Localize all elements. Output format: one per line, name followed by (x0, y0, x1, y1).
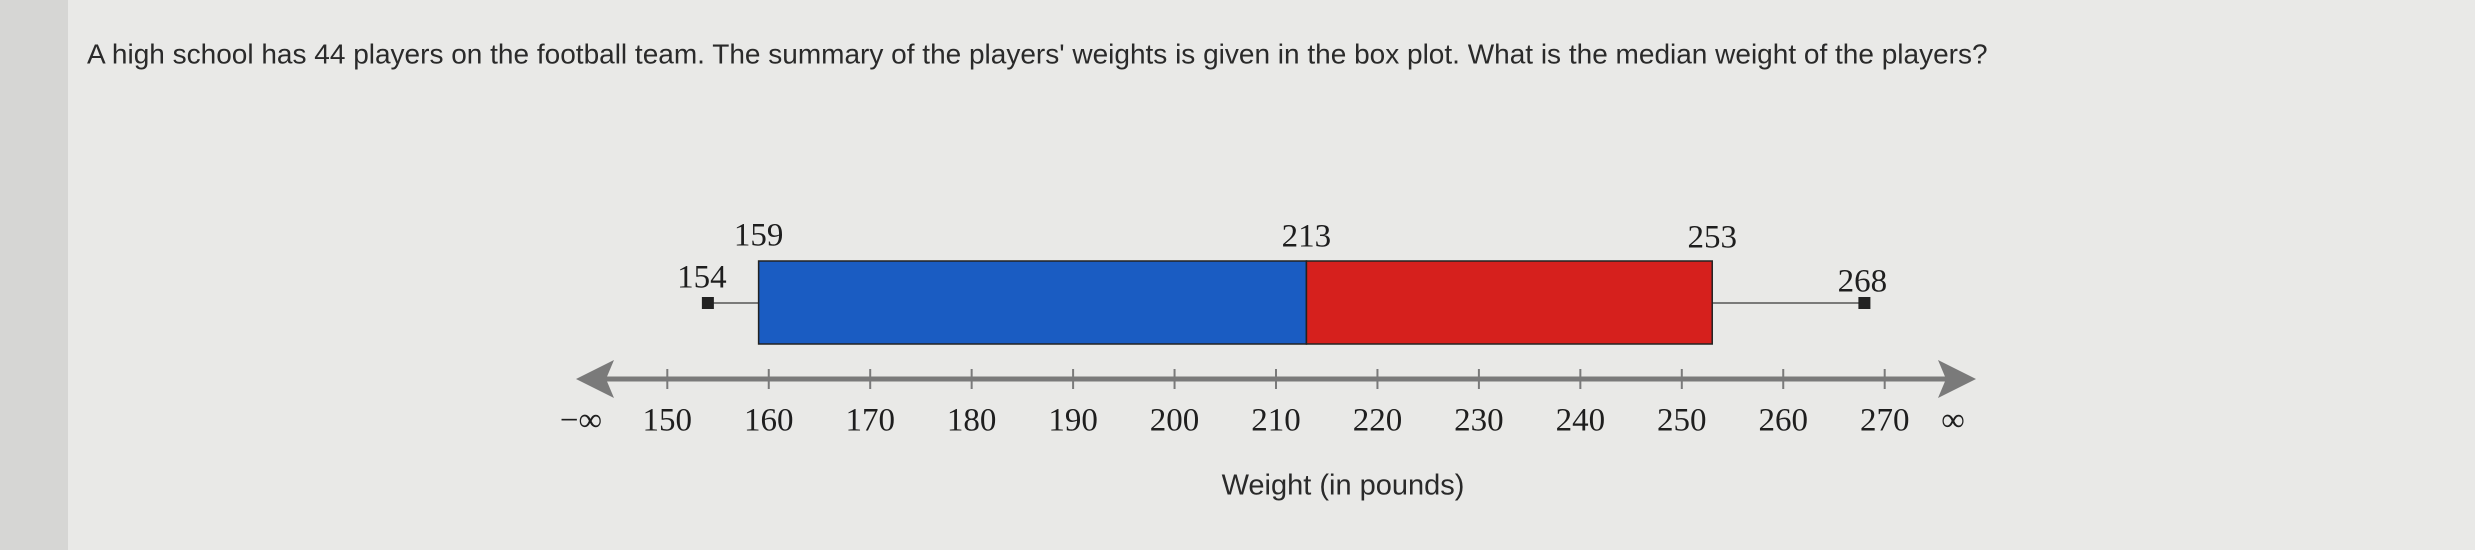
x-tick-label: 240 (1556, 403, 1606, 439)
value-label: 213 (1282, 219, 1332, 255)
left-margin (0, 0, 68, 550)
question: A high school has 44 players on the foot… (87, 38, 1988, 69)
x-axis-label: Weight (in pounds) (1222, 470, 1465, 502)
x-tick-label: 210 (1251, 403, 1301, 439)
x-tick-label: 270 (1860, 403, 1910, 439)
x-tick-label: 170 (845, 403, 895, 439)
box-lower (757, 260, 1308, 345)
x-tick-label: 250 (1657, 403, 1707, 439)
x-tick-label: 160 (744, 403, 794, 439)
x-tick-label: 180 (947, 403, 997, 439)
min-marker (701, 297, 714, 309)
value-label: 159 (734, 218, 784, 254)
box-upper (1305, 260, 1713, 345)
axis-end-label: −∞ (560, 403, 602, 439)
value-label: 154 (677, 260, 727, 296)
x-tick-label: 200 (1150, 403, 1200, 439)
axis-arrow-left (576, 360, 614, 398)
axis-end-label: ∞ (1941, 403, 1965, 439)
x-tick-label: 230 (1454, 403, 1504, 439)
x-tick-label: 150 (643, 403, 693, 439)
axis-arrow-right (1938, 360, 1976, 398)
value-label: 268 (1838, 264, 1888, 300)
x-tick-label: 190 (1048, 403, 1098, 439)
value-label: 253 (1687, 220, 1737, 256)
x-tick-label: 220 (1353, 403, 1403, 439)
x-tick-label: 260 (1758, 403, 1808, 439)
max-marker (1858, 297, 1871, 309)
